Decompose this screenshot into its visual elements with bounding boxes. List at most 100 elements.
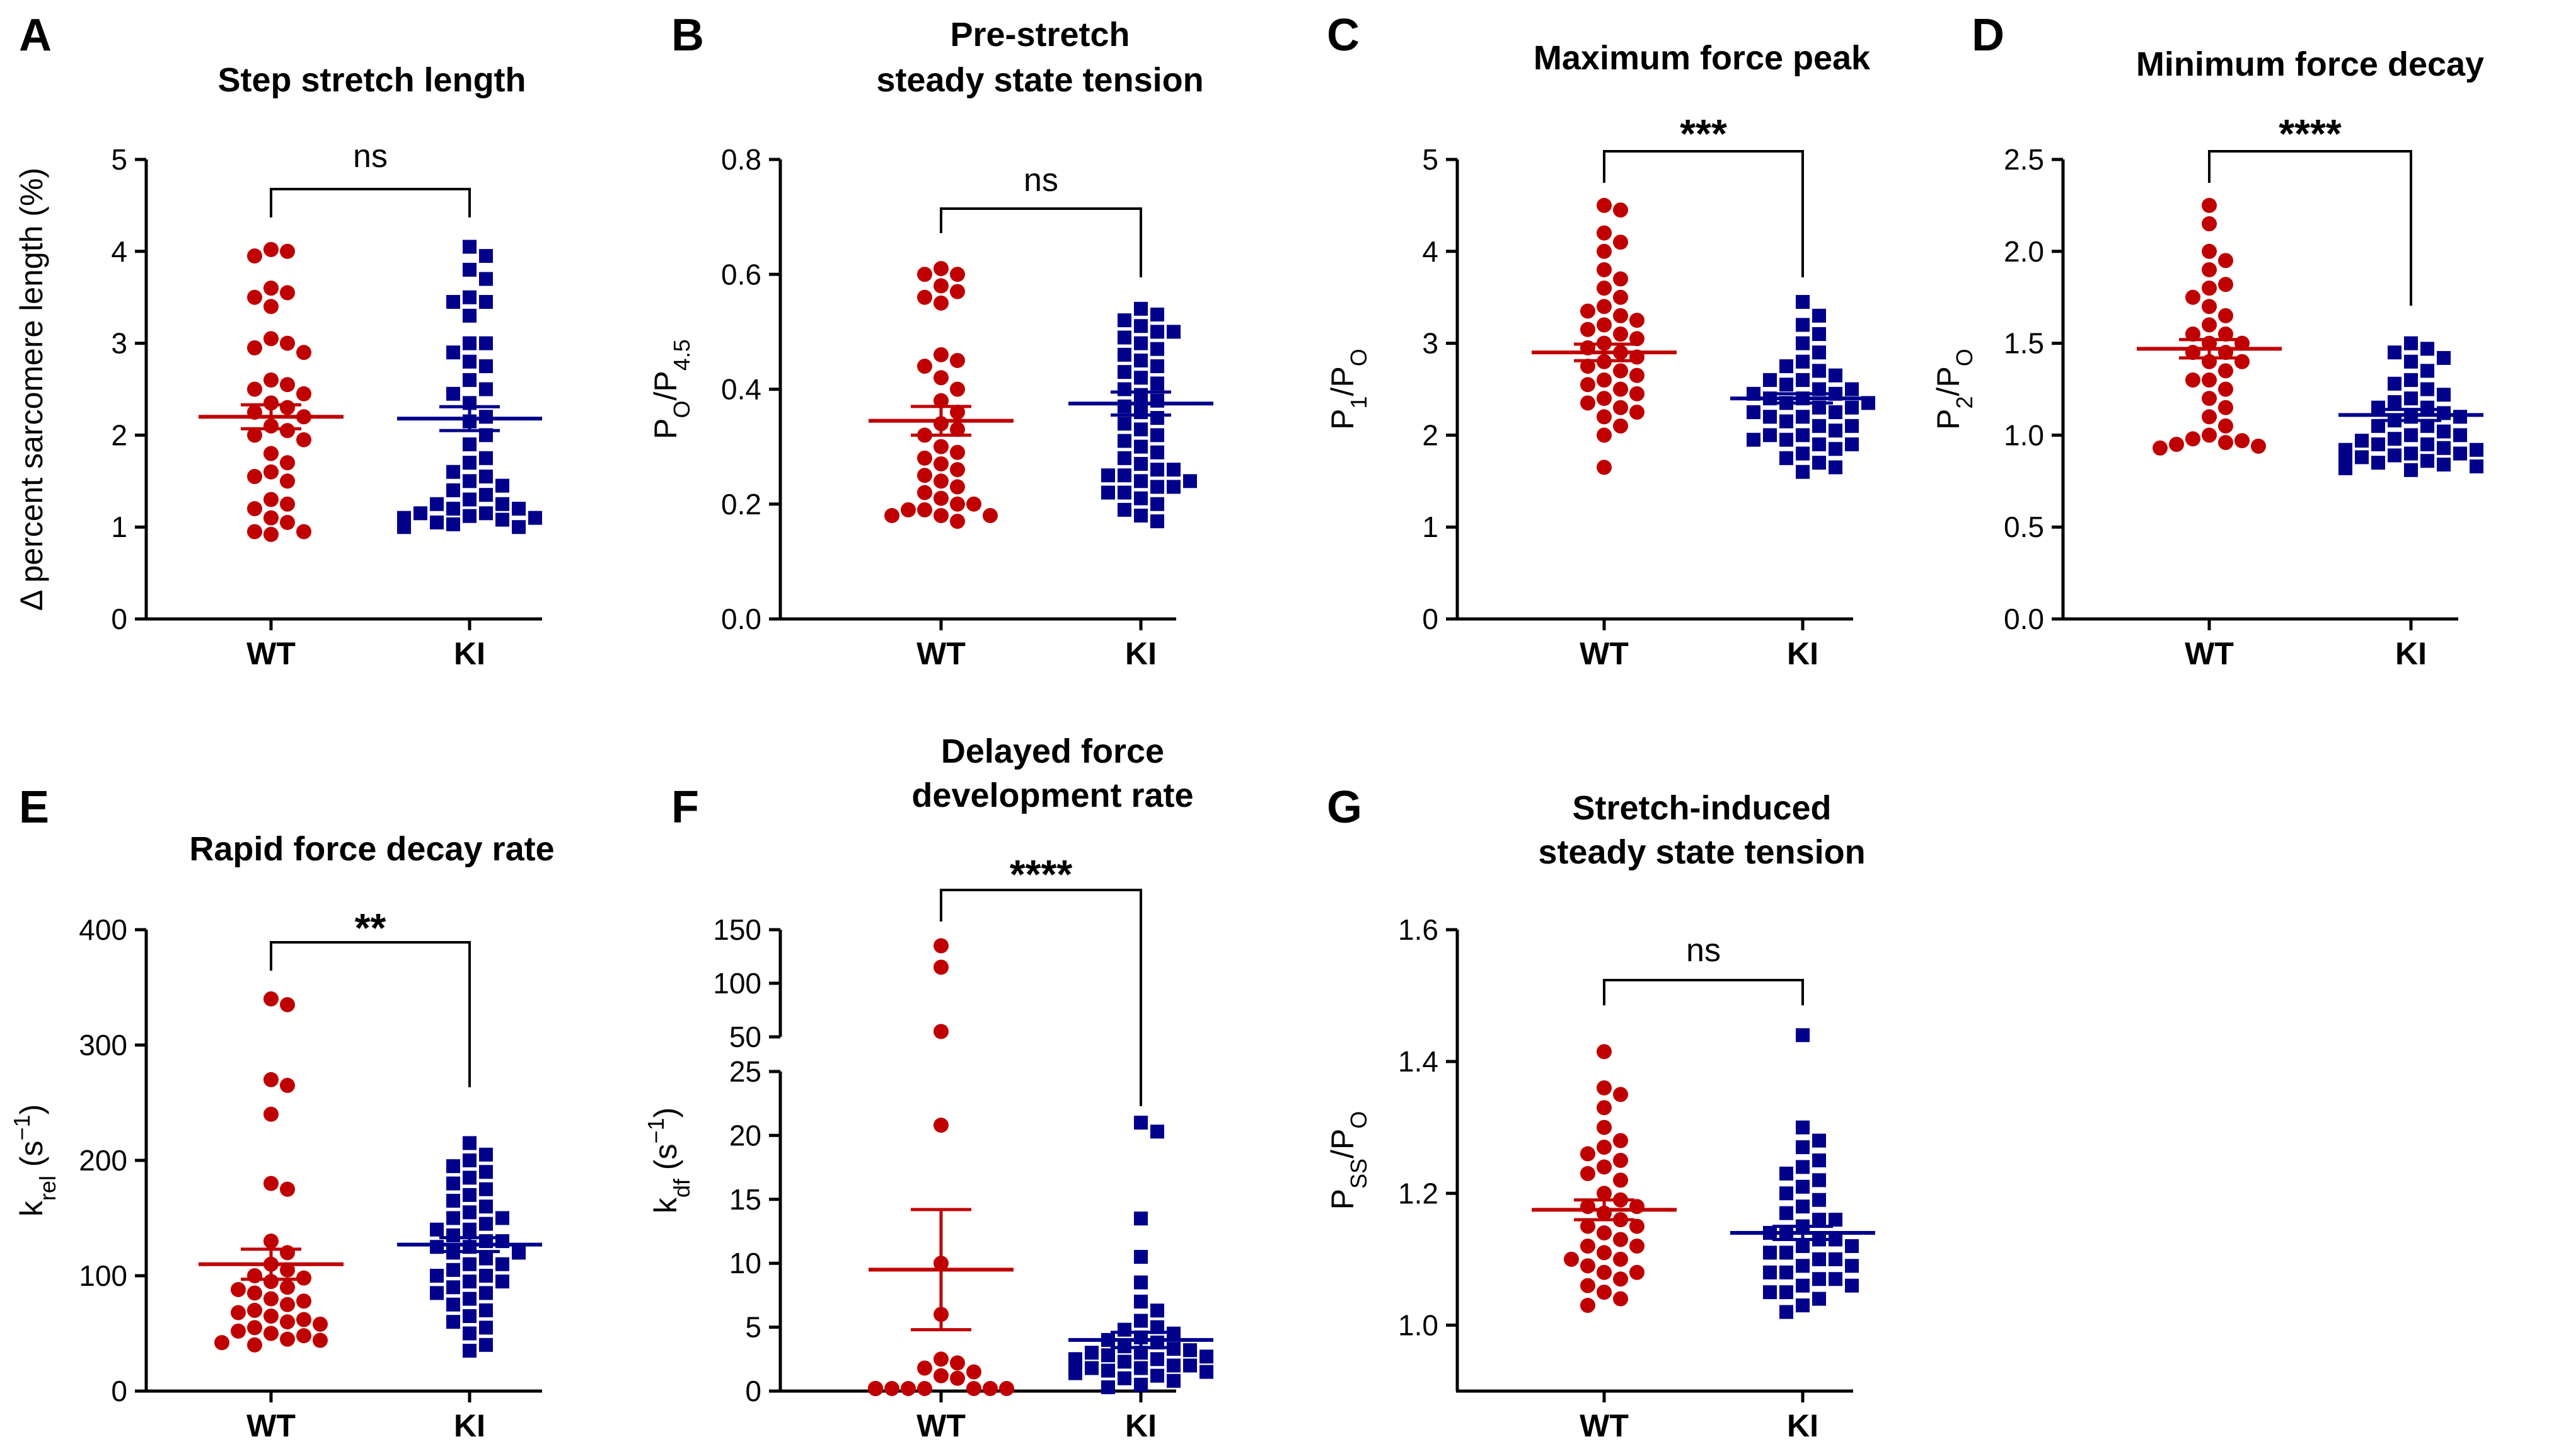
y-tick-label: 3 (1422, 327, 1438, 360)
data-point-wt (2202, 262, 2217, 277)
data-point-ki (1118, 382, 1131, 396)
data-point-wt (950, 284, 965, 299)
data-point-wt (247, 248, 262, 264)
data-point-ki (1150, 463, 1164, 477)
data-point-ki (446, 517, 460, 531)
data-point-ki (463, 1343, 477, 1358)
significance-label: **** (1010, 852, 1073, 897)
data-point-wt (917, 289, 932, 305)
data-point-ki (1167, 1326, 1181, 1341)
y-tick-label: 5 (1422, 143, 1438, 176)
data-point-wt (884, 507, 899, 523)
data-point-wt (263, 1072, 279, 1087)
data-point-wt (950, 1370, 965, 1386)
data-point-wt (280, 997, 295, 1012)
data-point-ki (463, 492, 477, 507)
data-point-ki (1763, 410, 1777, 424)
data-point-wt (280, 455, 295, 471)
data-point-wt (247, 469, 262, 485)
y-tick-label: 0.4 (721, 373, 761, 406)
data-point-ki (1134, 319, 1148, 333)
data-point-ki (528, 511, 542, 525)
data-point-ki (1118, 485, 1131, 500)
data-point-wt (280, 473, 295, 489)
data-point-ki (1150, 393, 1164, 408)
significance-bracket (270, 941, 471, 1087)
y-tick-label: 1.5 (2004, 327, 2044, 360)
data-point-ki (1150, 1368, 1164, 1383)
data-point-wt (950, 381, 965, 397)
data-point-ki (1134, 456, 1148, 471)
data-point-ki (2388, 345, 2402, 360)
data-point-ki (463, 456, 477, 470)
data-point-ki (1134, 1314, 1148, 1328)
y-tick-label: 10 (729, 1247, 761, 1280)
data-point-wt (280, 1078, 295, 1094)
data-point-ki (479, 506, 493, 521)
data-point-wt (933, 439, 949, 454)
data-point-ki (1134, 1346, 1148, 1360)
data-point-ki (2404, 354, 2418, 369)
data-point-wt (1613, 1172, 1628, 1188)
data-point-wt (917, 450, 932, 466)
data-point-wt (1580, 1238, 1595, 1254)
data-point-wt (950, 422, 965, 437)
data-point-ki (1812, 1213, 1826, 1227)
data-point-wt (1613, 1153, 1628, 1168)
data-point-wt (263, 464, 279, 480)
data-point-wt (933, 370, 949, 386)
data-point-ki (1118, 502, 1131, 517)
y-tick-label: 0.2 (721, 488, 761, 521)
y-axis-label: P2/PO (1931, 349, 1977, 430)
chart-title: Step stretch length (217, 61, 526, 99)
y-tick-label: 0 (1422, 603, 1438, 635)
data-point-wt (933, 393, 949, 408)
data-point-ki (1812, 1193, 1826, 1207)
data-point-wt (247, 289, 262, 305)
data-point-ki (446, 345, 460, 360)
data-point-wt (263, 1291, 279, 1307)
data-point-ki (1134, 1250, 1148, 1264)
y-tick-label: 2 (111, 419, 127, 451)
data-point-ki (1167, 325, 1181, 339)
data-point-wt (966, 1364, 981, 1380)
y-tick-label: 0 (111, 603, 127, 635)
data-point-wt (280, 423, 295, 439)
data-point-ki (463, 1326, 477, 1341)
data-point-wt (983, 1380, 998, 1396)
data-point-ki (2470, 442, 2483, 457)
data-point-ki (1118, 1371, 1131, 1385)
data-point-wt (2218, 418, 2233, 434)
data-point-ki (2437, 441, 2451, 455)
data-point-wt (263, 299, 279, 315)
x-tick-label: KI (1125, 636, 1157, 671)
data-point-ki (1829, 1252, 1842, 1266)
data-point-ki (1118, 313, 1131, 328)
data-point-wt (247, 340, 262, 355)
data-point-ki (1779, 414, 1793, 429)
data-point-ki (1812, 437, 1826, 451)
data-point-ki (1199, 1365, 1213, 1379)
data-point-ki (446, 1262, 460, 1277)
data-point-ki (430, 1286, 444, 1300)
data-point-ki (1134, 1211, 1148, 1226)
data-point-wt (1597, 197, 1612, 213)
data-point-ki (446, 1297, 460, 1312)
panel-d: D Minimum force decay 0.0 0.5 1.0 1.5 2.0 2.5 WT… (1931, 10, 2484, 671)
data-point-wt (1613, 418, 1628, 434)
y-tick-label: 1.0 (1398, 1309, 1438, 1341)
data-point-wt (1580, 395, 1595, 411)
data-point-wt (2185, 372, 2200, 388)
data-point-wt (950, 1355, 965, 1371)
data-point-wt (296, 1270, 311, 1286)
significance-label: ns (1686, 932, 1721, 969)
panel-letter: G (1327, 782, 1362, 833)
y-tick-label: 25 (729, 1055, 761, 1088)
significance-bracket (1603, 979, 1804, 1005)
y-axis-label: PSS/PO (1325, 1111, 1372, 1210)
data-point-ki (479, 294, 493, 309)
data-point-ki (1134, 1116, 1148, 1130)
data-point-ki (1118, 330, 1131, 345)
data-point-ki (446, 1211, 460, 1225)
data-point-wt (2218, 308, 2233, 323)
